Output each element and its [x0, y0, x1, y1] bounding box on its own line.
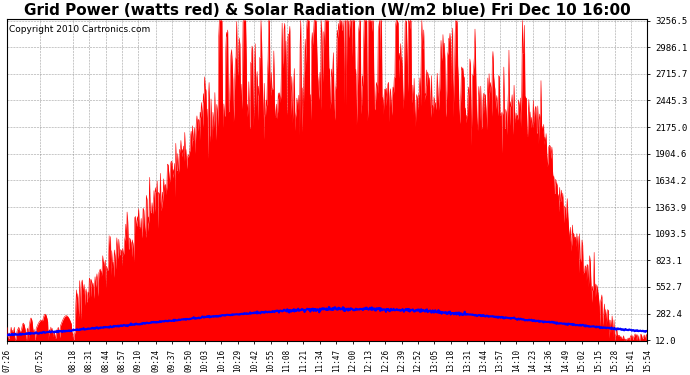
Text: Copyright 2010 Cartronics.com: Copyright 2010 Cartronics.com	[8, 26, 150, 34]
Title: Grid Power (watts red) & Solar Radiation (W/m2 blue) Fri Dec 10 16:00: Grid Power (watts red) & Solar Radiation…	[24, 3, 631, 18]
